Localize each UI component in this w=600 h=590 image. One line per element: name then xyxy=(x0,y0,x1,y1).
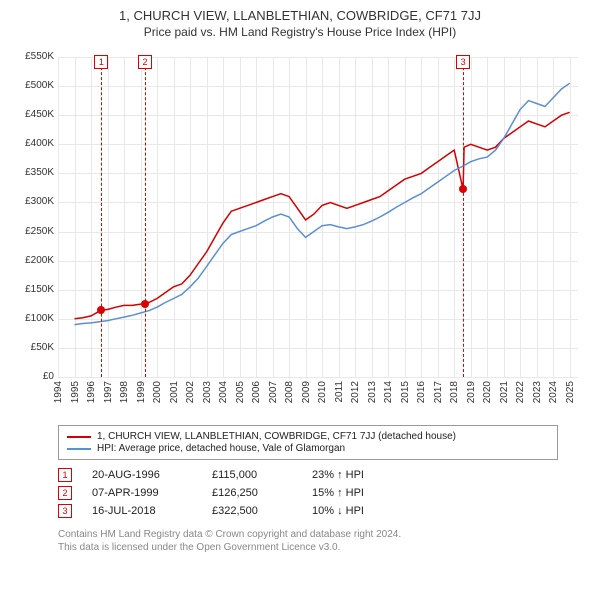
legend-item: HPI: Average price, detached house, Vale… xyxy=(67,443,549,454)
legend-item: 1, CHURCH VIEW, LLANBLETHIAN, COWBRIDGE,… xyxy=(67,431,549,442)
marker-dot xyxy=(459,185,467,193)
event-marker-box: 2 xyxy=(58,486,72,500)
series-svg xyxy=(10,47,590,417)
event-pct: 23% ↑ HPI xyxy=(312,469,412,481)
legend-label: HPI: Average price, detached house, Vale… xyxy=(97,443,345,454)
marker-dot xyxy=(141,300,149,308)
event-marker-box: 1 xyxy=(58,468,72,482)
event-row: 2 07-APR-1999 £126,250 15% ↑ HPI xyxy=(58,486,590,500)
legend-swatch xyxy=(67,448,91,450)
event-row: 3 16-JUL-2018 £322,500 10% ↓ HPI xyxy=(58,504,590,518)
event-row: 1 20-AUG-1996 £115,000 23% ↑ HPI xyxy=(58,468,590,482)
event-price: £115,000 xyxy=(212,469,292,481)
legend: 1, CHURCH VIEW, LLANBLETHIAN, COWBRIDGE,… xyxy=(58,425,558,460)
marker-dot xyxy=(97,306,105,314)
marker-box: 3 xyxy=(456,55,470,69)
series-hpi xyxy=(75,83,570,324)
event-pct: 15% ↑ HPI xyxy=(312,487,412,499)
series-property_price xyxy=(75,112,570,318)
marker-line xyxy=(101,57,102,377)
attribution-line: Contains HM Land Registry data © Crown c… xyxy=(58,528,590,541)
events-table: 1 20-AUG-1996 £115,000 23% ↑ HPI 2 07-APR-199… xyxy=(58,468,590,518)
event-price: £322,500 xyxy=(212,505,292,517)
attribution: Contains HM Land Registry data © Crown c… xyxy=(58,528,590,554)
legend-swatch xyxy=(67,436,91,438)
chart-title: 1, CHURCH VIEW, LLANBLETHIAN, COWBRIDGE,… xyxy=(10,8,590,23)
attribution-line: This data is licensed under the Open Gov… xyxy=(58,541,590,554)
legend-label: 1, CHURCH VIEW, LLANBLETHIAN, COWBRIDGE,… xyxy=(97,431,456,442)
marker-box: 2 xyxy=(138,55,152,69)
event-date: 20-AUG-1996 xyxy=(92,469,192,481)
event-date: 07-APR-1999 xyxy=(92,487,192,499)
event-pct: 10% ↓ HPI xyxy=(312,505,412,517)
chart-area: £0£50K£100K£150K£200K£250K£300K£350K£400… xyxy=(10,47,590,417)
marker-line xyxy=(463,57,464,377)
event-price: £126,250 xyxy=(212,487,292,499)
marker-line xyxy=(145,57,146,377)
marker-box: 1 xyxy=(94,55,108,69)
chart-subtitle: Price paid vs. HM Land Registry's House … xyxy=(10,25,590,39)
event-date: 16-JUL-2018 xyxy=(92,505,192,517)
event-marker-box: 3 xyxy=(58,504,72,518)
